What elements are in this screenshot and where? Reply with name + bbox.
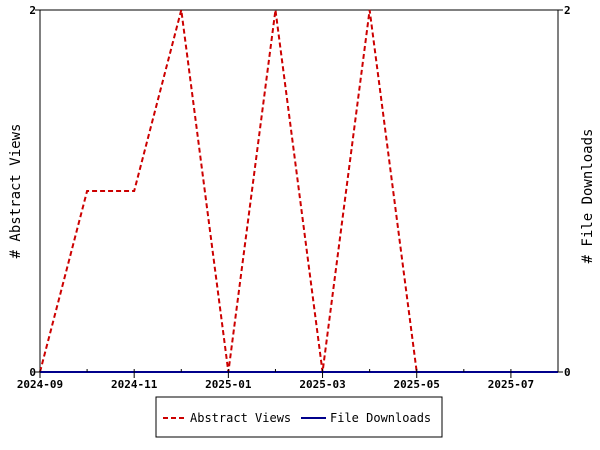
y-left-tick-label: 2: [29, 4, 36, 17]
x-tick-label: 2024-09: [17, 378, 63, 391]
legend-label-file-downloads: File Downloads: [330, 411, 431, 425]
legend-box: [155, 396, 443, 438]
y-left-tick-label: 0: [29, 366, 36, 379]
legend-label-abstract-views: Abstract Views: [190, 411, 291, 425]
x-tick-label: 2025-07: [488, 378, 534, 391]
legend: Abstract Views File Downloads: [155, 396, 443, 438]
y-right-tick-label: 2: [564, 4, 571, 17]
x-tick-label: 2024-11: [111, 378, 158, 391]
x-tick-label: 2025-01: [205, 378, 252, 391]
y-axis-left-title: # Abstract Views: [8, 124, 24, 259]
y-axis-right-title: # File Downloads: [580, 129, 596, 264]
axes-layer: 2024-09 2024-11 2025-01 2025-03 2025-05 2025-…: [17, 4, 571, 391]
x-tick-label: 2025-05: [394, 378, 440, 391]
y-right-tick-label: 0: [564, 366, 571, 379]
series-line-abstract-views: [39, 9, 558, 373]
x-tick-label: 2025-03: [299, 378, 345, 391]
